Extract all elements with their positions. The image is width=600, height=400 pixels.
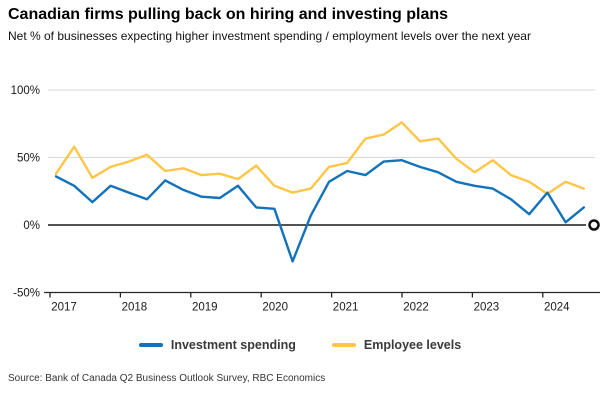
legend-label: Employee levels (363, 338, 462, 352)
chart-subtitle: Net % of businesses expecting higher inv… (8, 29, 531, 43)
chart-title: Canadian firms pulling back on hiring an… (8, 6, 449, 23)
chart-legend: Investment spending Employee levels (0, 338, 600, 352)
employee-levels-line (54, 121, 585, 196)
x-tick-label: 2017 (51, 302, 77, 314)
investment-spending-line (54, 158, 585, 263)
legend-item-employee-levels: Employee levels (331, 338, 462, 352)
x-tick-label: 2019 (192, 302, 218, 314)
source-note: Source: Bank of Canada Q2 Business Outlo… (8, 373, 326, 384)
y-tick-label: 0% (23, 220, 40, 232)
employee-levels-swatch (331, 343, 356, 347)
y-tick-label: 100% (11, 85, 40, 97)
x-tick-label: 2024 (544, 302, 570, 314)
y-tick-label: -50% (13, 288, 40, 300)
x-tick-label: 2021 (333, 302, 359, 314)
x-tick-label: 2020 (262, 302, 288, 314)
x-tick-label: 2018 (122, 302, 148, 314)
legend-label: Investment spending (170, 338, 296, 352)
y-tick-label: 50% (17, 153, 40, 165)
x-tick-label: 2023 (474, 302, 500, 314)
x-tick-label: 2022 (403, 302, 429, 314)
legend-item-investment-spending: Investment spending (138, 338, 296, 352)
zero-line-end-marker-icon (588, 219, 600, 231)
investment-spending-swatch (138, 343, 163, 347)
